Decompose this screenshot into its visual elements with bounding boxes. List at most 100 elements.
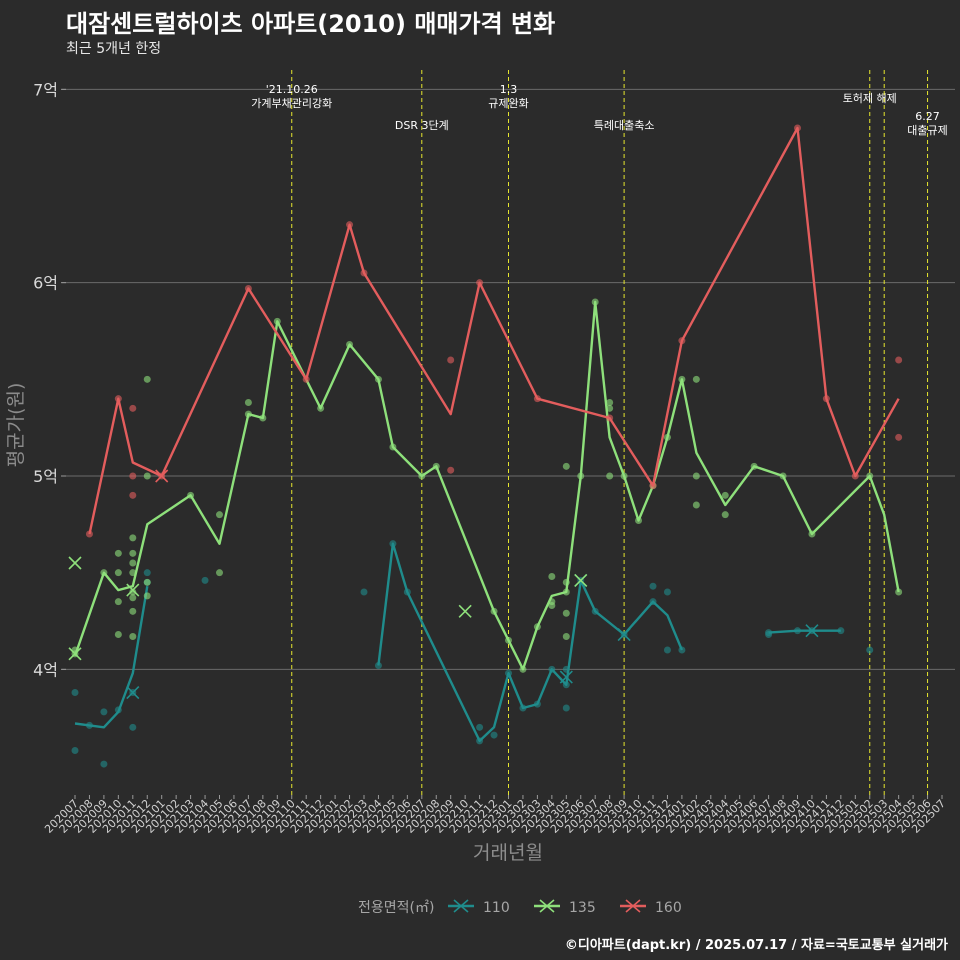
legend-item-160: 160 [620, 899, 682, 916]
data-point [100, 708, 108, 716]
series-line [73, 300, 900, 671]
legend-item-110: 110 [448, 899, 510, 916]
y-tick-label: 6억 [33, 274, 58, 293]
data-point [692, 375, 700, 383]
data-point [692, 501, 700, 509]
data-point [895, 433, 903, 441]
series-line [377, 542, 684, 743]
data-point [129, 534, 137, 542]
data-point [114, 569, 122, 577]
series-110 [71, 540, 874, 768]
data-point [562, 462, 570, 470]
data-point [244, 399, 252, 407]
data-point [606, 472, 614, 480]
data-point [129, 588, 137, 596]
data-point [85, 530, 93, 538]
data-point [649, 582, 657, 590]
axis-layer: 4억5억6억7억20200720200820200920201020201120… [33, 80, 948, 835]
data-point [71, 689, 79, 697]
series-layer [68, 124, 903, 768]
data-point [129, 607, 137, 615]
data-point [100, 760, 108, 768]
legend-items: 110 135 160 [448, 899, 682, 916]
caption: ©디아파트(dapt.kr) / 2025.07.17 / 자료=국토교통부 실… [564, 938, 948, 953]
data-point [895, 588, 903, 596]
data-point [663, 588, 671, 596]
event-label: 6.27 [915, 110, 940, 123]
event-label: 규제완화 [488, 97, 528, 110]
data-point [129, 723, 137, 731]
legend: 전용면적(㎡) 110 135 160 [358, 899, 682, 916]
data-point [129, 472, 137, 480]
data-point [562, 632, 570, 640]
series-135 [68, 298, 903, 673]
data-point [114, 549, 122, 557]
data-point [129, 632, 137, 640]
data-point [837, 627, 845, 635]
legend-swatch-cross [625, 899, 641, 913]
data-point [447, 466, 455, 474]
event-label: 1.3 [500, 83, 518, 96]
data-point [490, 731, 498, 739]
data-point [129, 549, 137, 557]
event-label: 토허제 해제 [843, 91, 897, 105]
cross-marker [805, 624, 819, 638]
data-point [360, 588, 368, 596]
y-tick-label: 7억 [33, 80, 58, 99]
y-axis-title: 평균가(원) [5, 383, 27, 468]
series-line [74, 586, 149, 729]
data-point [143, 592, 151, 600]
cross-marker [559, 670, 573, 684]
event-label: 특례대출축소 [594, 119, 655, 132]
data-point [721, 491, 729, 499]
legend-label: 135 [569, 900, 596, 916]
cross-marker [126, 685, 140, 700]
data-point [548, 573, 556, 581]
cross-marker [617, 627, 631, 642]
event-label: DSR 3단계 [395, 119, 449, 132]
data-point [114, 598, 122, 606]
data-point [129, 594, 137, 602]
data-point [606, 399, 614, 407]
legend-label: 160 [655, 900, 682, 916]
data-point [129, 559, 137, 567]
data-point [129, 404, 137, 412]
y-tick-label: 5억 [33, 467, 58, 486]
data-point [692, 472, 700, 480]
chart-subtitle: 최근 5개년 한정 [66, 41, 162, 57]
legend-label: 110 [483, 900, 510, 916]
data-point [562, 609, 570, 617]
chart-title: 대잠센트럴하이츠 아파트(2010) 매매가격 변화 [66, 10, 556, 38]
event-label: '21.10.26 [266, 83, 318, 96]
data-point [71, 747, 79, 755]
legend-title: 전용면적(㎡) [358, 900, 434, 916]
legend-swatch-cross [539, 899, 555, 913]
data-point [663, 646, 671, 654]
data-point [201, 576, 209, 584]
series-160 [85, 124, 903, 538]
cross-marker [458, 604, 472, 618]
legend-item-135: 135 [534, 899, 596, 916]
data-point [476, 723, 484, 731]
data-point [548, 602, 556, 610]
event-label: 대출규제 [907, 124, 947, 137]
event-label: 가계부채관리강화 [251, 97, 332, 110]
data-point [447, 356, 455, 364]
data-point [143, 578, 151, 586]
data-point [216, 569, 223, 577]
cross-marker [126, 583, 140, 597]
cross-marker [574, 573, 588, 587]
series-line [88, 126, 900, 535]
data-point [143, 569, 151, 577]
series-line [768, 629, 841, 634]
data-point [721, 511, 729, 519]
data-point [866, 646, 874, 654]
x-axis-title: 거래년월 [473, 842, 543, 864]
cross-marker [68, 556, 82, 570]
data-point [562, 704, 570, 712]
data-point [216, 511, 223, 519]
cross-marker [155, 469, 169, 483]
y-tick-label: 4억 [33, 660, 58, 679]
